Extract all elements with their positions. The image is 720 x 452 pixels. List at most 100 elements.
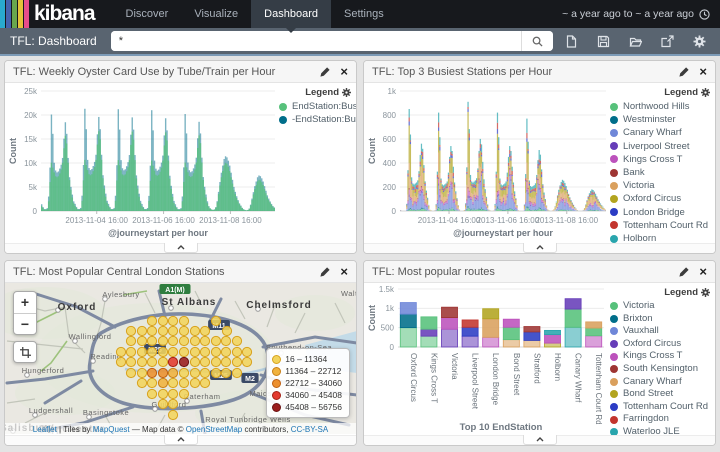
legend-gear-icon[interactable] <box>701 88 710 97</box>
dashboard-options-icon[interactable] <box>693 35 706 48</box>
chart-weekly-oyster[interactable]: 0 5k 10k 15k 20k 25k Count 2013-11-04 16:00 2013… <box>5 83 279 243</box>
nav-tab-dashboard[interactable]: Dashboard <box>251 0 331 33</box>
share-dashboard-icon[interactable] <box>661 34 674 48</box>
legend-swatch <box>610 115 618 124</box>
panel-title: TFL: Most popular routes <box>372 265 495 278</box>
query-input[interactable] <box>110 31 521 51</box>
map-zoom-out-button[interactable]: − <box>14 313 36 334</box>
svg-text:Oxford Circus: Oxford Circus <box>409 353 418 402</box>
svg-text:A1(M): A1(M) <box>165 287 184 294</box>
panel-footer <box>364 243 715 253</box>
legend-top3-busiest: Legend Northwood Hills Westminster Canary W… <box>610 83 715 243</box>
svg-text:London Bridge: London Bridge <box>491 353 500 406</box>
legend-item[interactable]: Kings Cross T <box>610 350 710 363</box>
legend-item[interactable]: Holborn <box>610 232 710 243</box>
svg-text:2013-11-08 16:00: 2013-11-08 16:00 <box>199 216 262 225</box>
legend-item[interactable]: Bond Street <box>610 388 710 401</box>
collapse-panel-button[interactable] <box>163 435 198 445</box>
map-canvas[interactable]: Oxford St Albans Chelmsford Aylesbury Wallin… <box>5 283 356 435</box>
attribution-link[interactable]: OpenStreetMap <box>185 424 243 434</box>
svg-text:600: 600 <box>383 135 397 144</box>
legend-item[interactable]: Canary Wharf <box>610 376 710 389</box>
legend-swatch <box>610 403 618 412</box>
legend-item[interactable]: Oxford Circus <box>610 192 710 205</box>
close-panel-icon[interactable]: × <box>699 63 707 79</box>
legend-item[interactable]: Tottenham Court Rd <box>610 219 710 232</box>
legend-item[interactable]: Canary Wharf <box>610 126 710 139</box>
panel-title: TFL: Weekly Oyster Card Use by Tube/Trai… <box>13 65 276 78</box>
map-zoom-in-button[interactable]: + <box>20 294 30 310</box>
legend-label: London Bridge <box>623 206 685 218</box>
svg-text:200: 200 <box>383 183 397 192</box>
legend-header: Legend <box>279 87 351 98</box>
save-dashboard-icon[interactable] <box>597 35 610 48</box>
legend-item[interactable]: Victoria <box>610 300 710 313</box>
close-panel-icon[interactable]: × <box>699 263 707 279</box>
legend-item[interactable]: London Bridge <box>610 206 710 219</box>
chart-popular-routes[interactable]: 0 500 1k 1.5k Count Oxford Circus Kings Cross … <box>364 283 610 435</box>
nav-tab-discover[interactable]: Discover <box>125 8 169 20</box>
chart-top3-busiest[interactable]: 0 200 400 600 800 1k Count 2013-11-04 16:00 2013… <box>364 83 610 243</box>
legend-item[interactable]: EndStation:Bus <box>279 100 356 113</box>
map-legend-item: 45408 – 56756 <box>272 401 342 413</box>
map[interactable]: Oxford St Albans Chelmsford Aylesbury Wallin… <box>5 283 356 435</box>
new-dashboard-icon[interactable] <box>565 34 578 48</box>
panel-header: TFL: Weekly Oyster Card Use by Tube/Trai… <box>5 61 356 83</box>
map-legend-label: 11364 – 22712 <box>285 366 342 376</box>
legend-swatch <box>610 415 618 424</box>
svg-text:Stratford: Stratford <box>532 353 541 384</box>
attribution-link[interactable]: MapQuest <box>92 424 130 434</box>
legend-item[interactable]: Oxford Circus <box>610 338 710 351</box>
open-dashboard-icon[interactable] <box>629 35 642 48</box>
close-panel-icon[interactable]: × <box>340 263 348 279</box>
collapse-panel-button[interactable] <box>522 243 557 253</box>
legend-label: Oxford Circus <box>623 337 682 349</box>
edit-panel-icon[interactable] <box>320 66 330 77</box>
attribution-link[interactable]: Leaflet <box>32 424 57 434</box>
panel-footer <box>5 243 356 253</box>
legend-label: Bank <box>623 167 645 179</box>
legend-item[interactable]: -EndStation:Bus <box>279 113 356 126</box>
svg-text:Walton: Walton <box>341 289 356 298</box>
svg-text:Reading: Reading <box>90 352 121 361</box>
legend-item[interactable]: Kings Cross T <box>610 153 710 166</box>
legend-item[interactable]: South Kensington <box>610 363 710 376</box>
svg-text:Basingstoke: Basingstoke <box>83 408 129 417</box>
edit-panel-icon[interactable] <box>679 66 689 77</box>
time-picker[interactable]: ~ a year ago to ~ a year ago <box>562 0 720 28</box>
svg-text:M2: M2 <box>245 376 255 383</box>
legend-item[interactable]: Farringdon <box>610 413 710 426</box>
collapse-panel-button[interactable] <box>522 435 557 445</box>
map-canvas-holder[interactable]: Oxford St Albans Chelmsford Aylesbury Wallin… <box>5 283 356 435</box>
edit-panel-icon[interactable] <box>320 266 330 277</box>
kibana-logo-text: kibana <box>34 2 96 25</box>
edit-panel-icon[interactable] <box>679 266 689 277</box>
legend-item[interactable]: Vauxhall <box>610 325 710 338</box>
legend-item[interactable]: Westminster <box>610 113 710 126</box>
legend-gear-icon[interactable] <box>701 288 710 297</box>
svg-text:M11: M11 <box>212 323 225 330</box>
legend-item[interactable]: Waterloo JLE <box>610 426 710 435</box>
close-panel-icon[interactable]: × <box>340 63 348 79</box>
collapse-panel-button[interactable] <box>163 243 198 253</box>
query-submit-button[interactable] <box>521 31 553 51</box>
panel-footer <box>5 435 356 445</box>
legend-gear-icon[interactable] <box>342 88 351 97</box>
legend-item[interactable]: Brixton <box>610 313 710 326</box>
svg-text:Royal Tunbridge Wells: Royal Tunbridge Wells <box>205 415 290 424</box>
svg-text:Tottenham Court Rd: Tottenham Court Rd <box>594 353 603 425</box>
legend-item[interactable]: Tottenham Court Rd <box>610 401 710 414</box>
legend-swatch <box>279 115 287 124</box>
weekly-oyster-canvas[interactable]: 0 5k 10k 15k 20k 25k Count 2013-11-04 16:00 2013… <box>5 83 279 241</box>
popular-routes-canvas[interactable]: 0 500 1k 1.5k Count Oxford Circus Kings Cross … <box>364 283 610 434</box>
legend-item[interactable]: Bank <box>610 166 710 179</box>
nav-tab-visualize[interactable]: Visualize <box>194 8 239 20</box>
legend-item[interactable]: Liverpool Street <box>610 140 710 153</box>
map-selection-button[interactable] <box>13 341 37 363</box>
nav-tab-settings[interactable]: Settings <box>343 8 384 20</box>
attribution-link[interactable]: CC-BY-SA <box>290 424 329 434</box>
legend-item[interactable]: Victoria <box>610 179 710 192</box>
legend-item[interactable]: Northwood Hills <box>610 100 710 113</box>
legend-swatch <box>610 208 618 217</box>
